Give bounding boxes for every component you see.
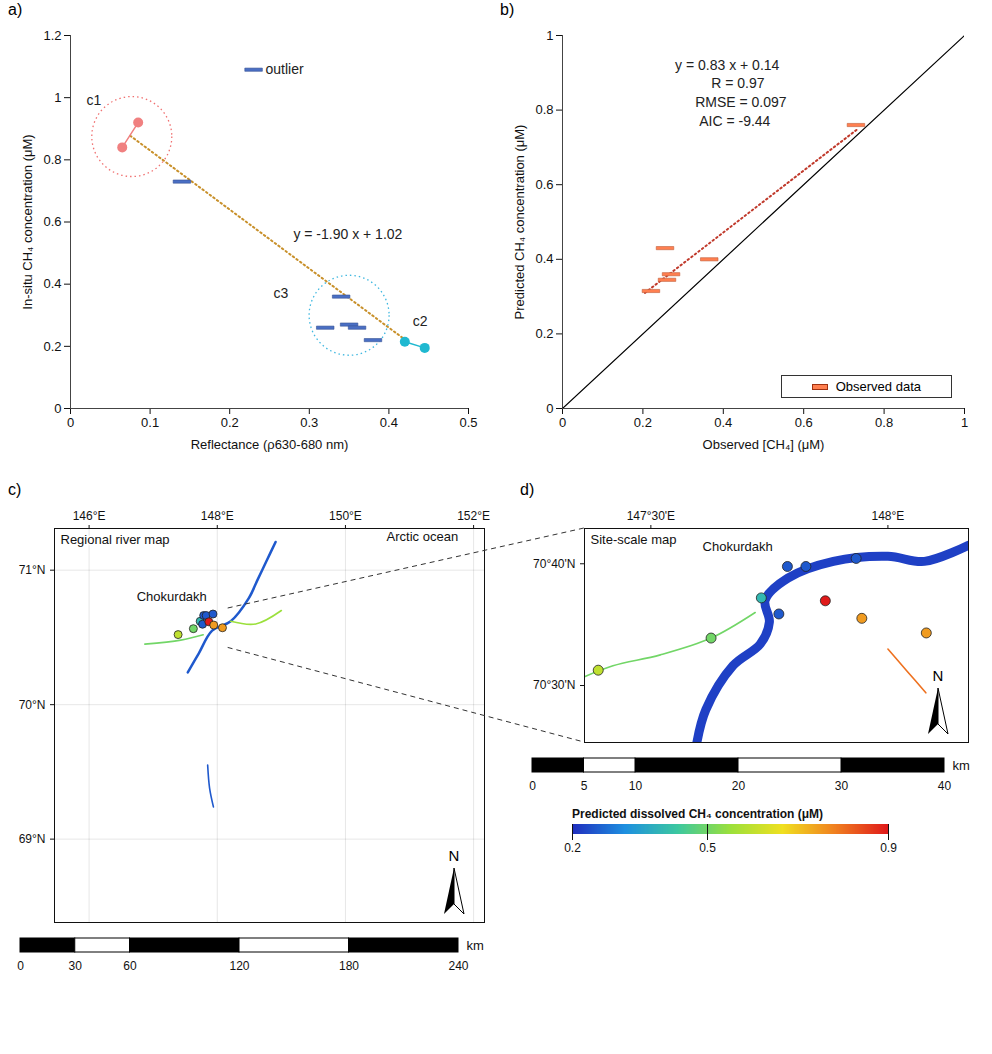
svg-text:0.6: 0.6: [795, 415, 813, 430]
svg-text:Regional river map: Regional river map: [61, 532, 170, 547]
svg-text:Chokurdakh: Chokurdakh: [137, 589, 207, 604]
svg-text:0.4: 0.4: [380, 415, 398, 430]
html-text:c): c): [8, 481, 22, 498]
svg-text:0.2: 0.2: [535, 326, 553, 341]
svg-text:Reflectance (ρ630-680 nm): Reflectance (ρ630-680 nm): [191, 437, 349, 452]
svg-text:120: 120: [229, 959, 249, 972]
svg-text:0.5: 0.5: [699, 841, 716, 855]
svg-text:RMSE = 0.097: RMSE = 0.097: [695, 94, 787, 110]
svg-text:0.2: 0.2: [221, 415, 239, 430]
svg-text:N: N: [933, 667, 944, 684]
html-text:d): d): [520, 481, 535, 498]
svg-text:70°30'N: 70°30'N: [533, 678, 575, 692]
svg-text:Observed [CH₄] (μM): Observed [CH₄] (μM): [703, 437, 825, 452]
html-text:a): a): [8, 1, 23, 18]
svg-text:y = 0.83 x + 0.14: y = 0.83 x + 0.14: [675, 57, 780, 73]
svg-text:10: 10: [629, 779, 643, 792]
svg-text:c2: c2: [413, 313, 428, 329]
svg-text:c3: c3: [273, 285, 288, 301]
svg-text:146°E: 146°E: [73, 509, 106, 523]
svg-text:148°E: 148°E: [201, 509, 234, 523]
svg-text:1: 1: [961, 415, 968, 430]
svg-text:0.4: 0.4: [535, 251, 553, 266]
svg-text:0.2: 0.2: [634, 415, 652, 430]
svg-text:0: 0: [529, 779, 536, 792]
svg-text:AIC = -9.44: AIC = -9.44: [699, 113, 770, 129]
svg-text:km: km: [467, 938, 484, 953]
svg-text:N: N: [449, 847, 460, 864]
svg-text:40: 40: [938, 779, 952, 792]
svg-text:0.4: 0.4: [43, 276, 61, 291]
svg-text:0: 0: [559, 415, 566, 430]
svg-text:70°40'N: 70°40'N: [533, 557, 575, 571]
svg-text:0.8: 0.8: [875, 415, 893, 430]
svg-text:69°N: 69°N: [19, 832, 46, 846]
svg-text:147°30'E: 147°30'E: [627, 509, 675, 523]
svg-text:In-situ CH₄ concentration (μM): In-situ CH₄ concentration (μM): [20, 134, 35, 309]
svg-text:152°E: 152°E: [457, 509, 490, 523]
svg-text:5: 5: [581, 779, 588, 792]
svg-text:0.6: 0.6: [43, 214, 61, 229]
svg-text:Site-scale map: Site-scale map: [591, 532, 677, 547]
svg-text:0: 0: [546, 401, 553, 416]
svg-text:70°N: 70°N: [19, 697, 46, 711]
svg-text:0.6: 0.6: [535, 177, 553, 192]
svg-text:1: 1: [546, 28, 553, 43]
svg-text:c1: c1: [86, 92, 101, 108]
svg-text:60: 60: [123, 959, 137, 972]
svg-text:0.4: 0.4: [714, 415, 732, 430]
svg-text:0: 0: [17, 959, 24, 972]
svg-text:0.5: 0.5: [459, 415, 477, 430]
svg-text:30: 30: [69, 959, 83, 972]
svg-text:0: 0: [67, 415, 74, 430]
svg-text:0.8: 0.8: [43, 152, 61, 167]
svg-text:Chokurdakh: Chokurdakh: [703, 539, 773, 554]
svg-text:30: 30: [835, 779, 849, 792]
svg-text:Predicted CH₄ concentration (μ: Predicted CH₄ concentration (μM): [512, 125, 527, 320]
svg-text:0.3: 0.3: [300, 415, 318, 430]
svg-text:0.2: 0.2: [43, 338, 61, 353]
svg-text:R = 0.97: R = 0.97: [711, 75, 765, 91]
svg-text:148°E: 148°E: [871, 509, 904, 523]
svg-text:0.8: 0.8: [535, 102, 553, 117]
svg-text:0: 0: [54, 401, 61, 416]
svg-text:y = -1.90 x + 1.02: y = -1.90 x + 1.02: [293, 226, 402, 242]
html-text:Observed data: Observed data: [835, 379, 921, 394]
svg-text:Arctic ocean: Arctic ocean: [387, 529, 459, 544]
svg-text:1: 1: [54, 90, 61, 105]
svg-text:71°N: 71°N: [19, 563, 46, 577]
html-text:b): b): [500, 1, 515, 18]
svg-text:150°E: 150°E: [329, 509, 362, 523]
svg-text:240: 240: [448, 959, 468, 972]
svg-text:180: 180: [339, 959, 359, 972]
svg-text:Predicted dissolved CH₄ concen: Predicted dissolved CH₄ concentration (μ…: [572, 807, 823, 821]
svg-text:outlier: outlier: [266, 61, 304, 77]
svg-text:0.1: 0.1: [141, 415, 159, 430]
svg-text:0.2: 0.2: [564, 841, 581, 855]
svg-text:20: 20: [732, 779, 746, 792]
svg-text:0.9: 0.9: [880, 841, 897, 855]
svg-text:1.2: 1.2: [43, 28, 61, 43]
svg-text:km: km: [953, 758, 970, 773]
